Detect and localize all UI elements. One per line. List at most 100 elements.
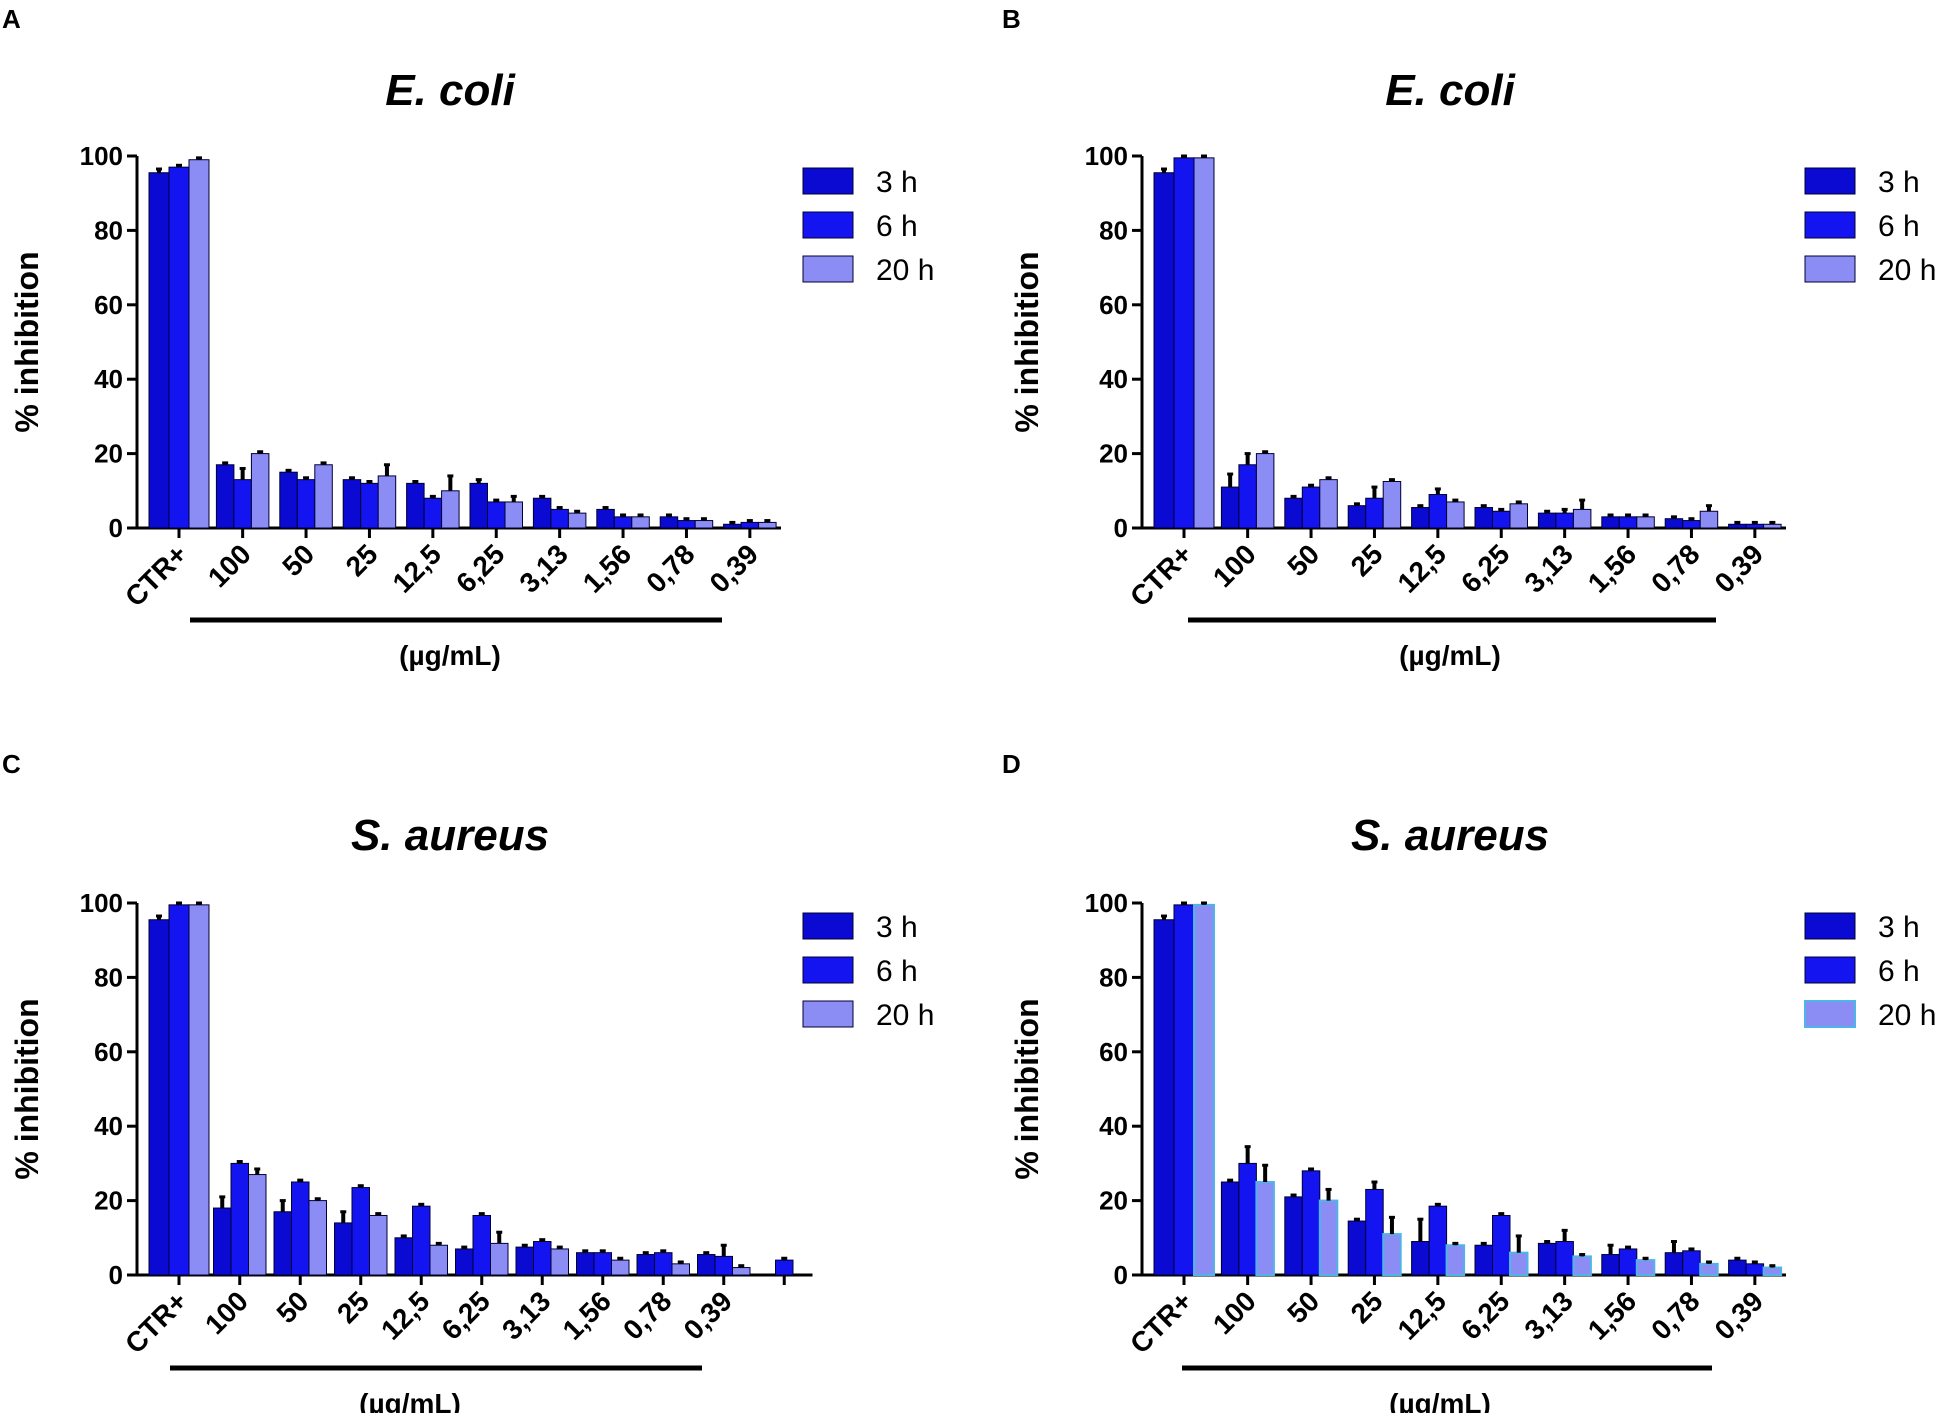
x-category-label: 100 (199, 1285, 254, 1340)
x-category-label: 3,13 (1518, 538, 1578, 598)
x-category-label: 12,5 (1392, 1285, 1452, 1345)
bar-20h-1,56 (631, 516, 650, 529)
bar-6h-25 (1365, 497, 1384, 529)
legend-swatch-3h (1804, 167, 1856, 195)
x-category-label: 0,78 (1645, 538, 1705, 598)
bar-3h-CTR+ (1153, 919, 1175, 1276)
bar-20h-CTR+ (1193, 903, 1215, 1276)
bar-6h-25 (351, 1187, 370, 1276)
y-tick-label: 20 (94, 439, 123, 469)
bar-6h-3,13 (550, 508, 569, 529)
bar-20h-25 (377, 475, 397, 529)
x-category-label: 3,13 (1518, 1285, 1578, 1345)
x-category-label: 50 (1281, 538, 1325, 582)
y-tick-label: 0 (1114, 1260, 1128, 1290)
legend-label: 20 h (1878, 254, 1936, 287)
bar-3h-50 (273, 1211, 292, 1276)
bar-3h-0,39 (723, 523, 742, 529)
bar-6h-0,39 (1745, 1263, 1765, 1276)
y-tick-label: 20 (1099, 439, 1128, 469)
bar-3h-0,39 (1728, 1259, 1747, 1276)
x-category-label: 25 (1345, 1285, 1389, 1329)
bar-20h-50 (308, 1200, 327, 1276)
legend-label: 3 h (876, 911, 918, 944)
bar-3h-0,78 (1664, 1252, 1684, 1276)
bar-6h-100 (1238, 464, 1257, 529)
bar-20h-CTR+ (188, 159, 210, 529)
chart-title: E. coli (385, 66, 515, 115)
bar-3h-25 (1347, 1220, 1367, 1276)
bar-20h-50 (1318, 1199, 1339, 1276)
bar-3h-3,13 (532, 497, 552, 529)
bar-6h-1,56 (1618, 1248, 1638, 1276)
bar-6h-25 (1365, 1188, 1384, 1276)
x-category-label: 0,78 (1645, 1285, 1705, 1345)
x-category-label: 0,39 (1709, 538, 1769, 598)
bar-6h-6,25 (472, 1214, 491, 1276)
x-category-label: 100 (1207, 1285, 1262, 1340)
x-axis-label: (µg/mL) (399, 640, 501, 671)
bar-3h-50 (1284, 497, 1303, 529)
x-category-label: 6,25 (1455, 538, 1515, 598)
bar-6h-50 (296, 479, 316, 529)
x-category-label: 0,39 (704, 538, 764, 598)
bar-6h-0,78 (654, 1252, 673, 1276)
y-tick-label: 60 (1099, 290, 1128, 320)
bar-20h-25 (1382, 481, 1402, 529)
x-category-label: 6,25 (450, 538, 510, 598)
legend-label: 20 h (876, 254, 934, 287)
bar-6h-CTR+ (1173, 157, 1195, 529)
x-category-label: 1,56 (557, 1285, 617, 1345)
legend-swatch-3h (802, 167, 854, 195)
y-tick-label: 80 (94, 962, 123, 992)
bar-20h-0,78 (1699, 510, 1719, 529)
y-tick-label: 100 (1085, 888, 1128, 918)
bar-20h-3,13 (550, 1248, 569, 1276)
bar-6h-100 (233, 479, 252, 529)
y-tick-label: 20 (1099, 1186, 1128, 1216)
bar-6h-0,39 (714, 1255, 733, 1276)
bar-3h-CTR+ (1153, 172, 1175, 529)
x-category-label: CTR+ (1124, 538, 1198, 612)
y-tick-label: 40 (94, 364, 123, 394)
bar-20h-50 (314, 464, 333, 529)
legend-swatch-6h (802, 211, 854, 239)
bar-20h-100 (1255, 453, 1275, 529)
bar-3h-0,78 (636, 1254, 655, 1276)
y-axis-label: % inhibition (9, 251, 45, 432)
y-tick-label: 0 (1114, 513, 1128, 543)
bar-3h-50 (279, 471, 298, 529)
y-tick-label: 20 (94, 1186, 123, 1216)
bar-3h-6,25 (469, 482, 488, 529)
bar-6h-6,25 (1492, 510, 1511, 529)
bar-6h-12,5 (1428, 1205, 1448, 1276)
bar-6h-6,25 (1492, 1214, 1511, 1276)
bar-3h-1,56 (1601, 1254, 1620, 1276)
x-axis-label: (µg/mL) (359, 1388, 461, 1413)
bar-3h-0,78 (659, 516, 679, 529)
x-category-label: 3,13 (496, 1285, 556, 1345)
bar-6h-CTR+ (168, 904, 190, 1276)
legend-label: 3 h (1878, 911, 1920, 944)
x-category-label: 50 (1281, 1285, 1325, 1329)
bar-3h-12,5 (406, 482, 425, 529)
x-category-label: CTR+ (119, 1285, 193, 1359)
bar-20h-12,5 (1446, 501, 1465, 529)
bar-6h-CTR+ (1173, 904, 1195, 1276)
bar-3h-6,25 (1474, 1244, 1493, 1276)
bar-3h-1,56 (576, 1252, 595, 1276)
bar-3h-3,13 (1537, 1242, 1557, 1276)
legend-swatch-6h (1804, 956, 1856, 984)
x-axis-label: (µg/mL) (1399, 640, 1501, 671)
bar-3h-1,56 (596, 508, 615, 529)
panel-letter: A (2, 4, 21, 34)
bar-6h-12,5 (423, 497, 443, 529)
bar-20h-0,39 (1763, 523, 1782, 529)
bar-3h-0,78 (1664, 518, 1684, 529)
x-category-label: 50 (276, 538, 320, 582)
bar-20h-0,39 (758, 521, 777, 529)
bar-20h-3,13 (1572, 1255, 1592, 1277)
x-category-label: 100 (202, 538, 257, 593)
